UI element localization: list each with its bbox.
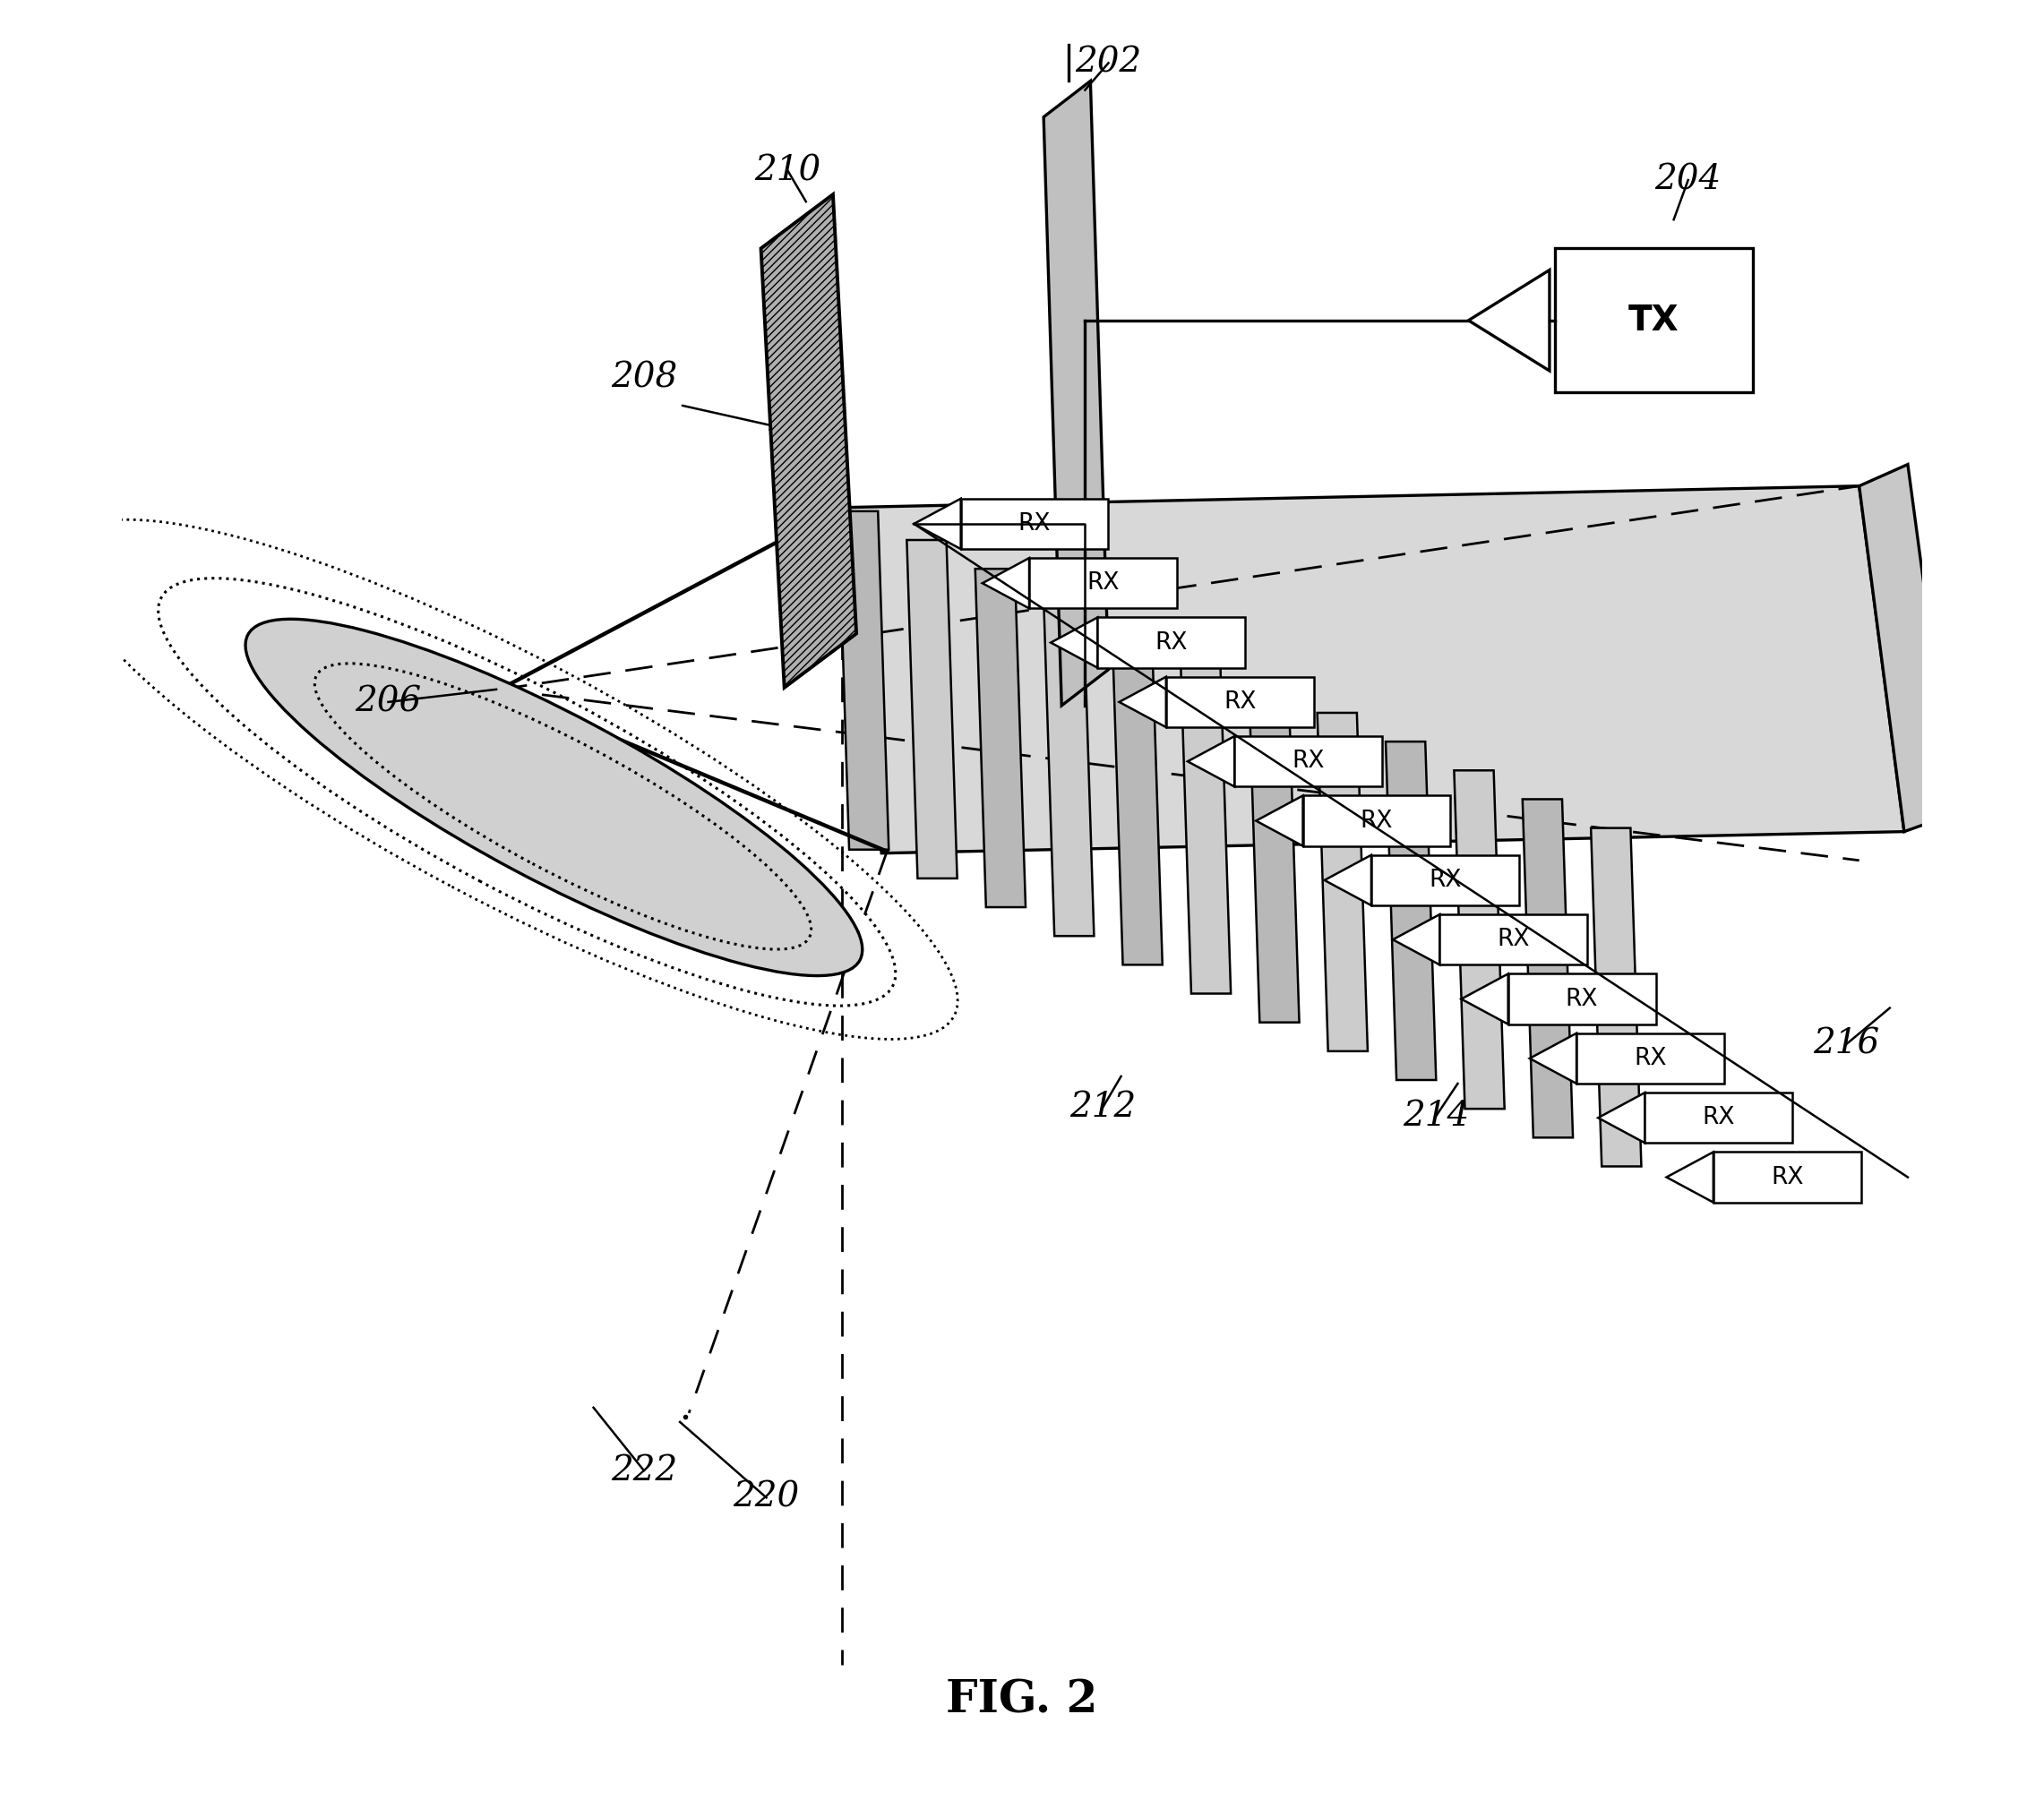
FancyBboxPatch shape <box>1576 1033 1725 1084</box>
Text: 214: 214 <box>1402 1100 1470 1132</box>
FancyBboxPatch shape <box>1302 796 1451 846</box>
Polygon shape <box>1468 270 1549 371</box>
FancyBboxPatch shape <box>1713 1152 1860 1202</box>
Polygon shape <box>1051 617 1098 668</box>
FancyBboxPatch shape <box>1555 248 1754 392</box>
Polygon shape <box>1316 713 1367 1051</box>
Text: 206: 206 <box>356 686 421 718</box>
Text: RX: RX <box>1429 869 1461 891</box>
Polygon shape <box>1044 81 1108 706</box>
Polygon shape <box>760 194 856 688</box>
Polygon shape <box>1598 1093 1645 1143</box>
Text: 208: 208 <box>611 362 677 394</box>
Polygon shape <box>1181 655 1230 994</box>
Polygon shape <box>908 540 957 878</box>
Polygon shape <box>1188 736 1235 787</box>
Polygon shape <box>838 486 1905 853</box>
Text: RX: RX <box>1087 572 1120 594</box>
Polygon shape <box>1386 742 1437 1080</box>
FancyBboxPatch shape <box>1645 1093 1793 1143</box>
FancyBboxPatch shape <box>1165 677 1314 727</box>
Polygon shape <box>1257 796 1302 846</box>
Text: RX: RX <box>1224 691 1257 713</box>
Text: 210: 210 <box>754 155 822 187</box>
Text: 216: 216 <box>1813 1028 1880 1060</box>
Text: 202: 202 <box>1075 47 1143 79</box>
Text: 212: 212 <box>1069 1091 1136 1123</box>
Text: TX: TX <box>1629 304 1680 337</box>
Polygon shape <box>1529 1033 1576 1084</box>
Polygon shape <box>1860 464 1954 832</box>
Polygon shape <box>1523 799 1574 1138</box>
Polygon shape <box>838 511 889 850</box>
Text: RX: RX <box>1018 513 1051 535</box>
FancyBboxPatch shape <box>1098 617 1245 668</box>
Polygon shape <box>914 499 961 549</box>
Text: RX: RX <box>1155 632 1188 653</box>
Text: RX: RX <box>1496 929 1529 950</box>
Text: FIG. 2: FIG. 2 <box>946 1679 1098 1723</box>
Polygon shape <box>1249 684 1300 1022</box>
FancyBboxPatch shape <box>1508 974 1656 1024</box>
Polygon shape <box>1392 914 1439 965</box>
FancyBboxPatch shape <box>1439 914 1588 965</box>
Text: RX: RX <box>1703 1107 1735 1129</box>
Ellipse shape <box>245 619 863 976</box>
Text: RX: RX <box>1361 810 1394 832</box>
Text: 220: 220 <box>734 1481 799 1514</box>
Polygon shape <box>1666 1152 1713 1202</box>
FancyBboxPatch shape <box>1372 855 1519 905</box>
FancyBboxPatch shape <box>961 499 1108 549</box>
FancyBboxPatch shape <box>1235 736 1382 787</box>
Polygon shape <box>1044 598 1094 936</box>
Polygon shape <box>1453 770 1504 1109</box>
FancyBboxPatch shape <box>1030 558 1177 608</box>
Text: RX: RX <box>1633 1048 1666 1069</box>
Text: RX: RX <box>1770 1166 1803 1188</box>
Text: 222: 222 <box>611 1454 677 1487</box>
Polygon shape <box>1112 626 1163 965</box>
Polygon shape <box>975 569 1026 907</box>
Polygon shape <box>983 558 1030 608</box>
Polygon shape <box>1590 828 1641 1166</box>
Text: RX: RX <box>1566 988 1598 1010</box>
Text: 204: 204 <box>1656 164 1721 196</box>
Polygon shape <box>1120 677 1165 727</box>
Text: RX: RX <box>1292 751 1325 772</box>
Polygon shape <box>1325 855 1372 905</box>
Polygon shape <box>1461 974 1508 1024</box>
